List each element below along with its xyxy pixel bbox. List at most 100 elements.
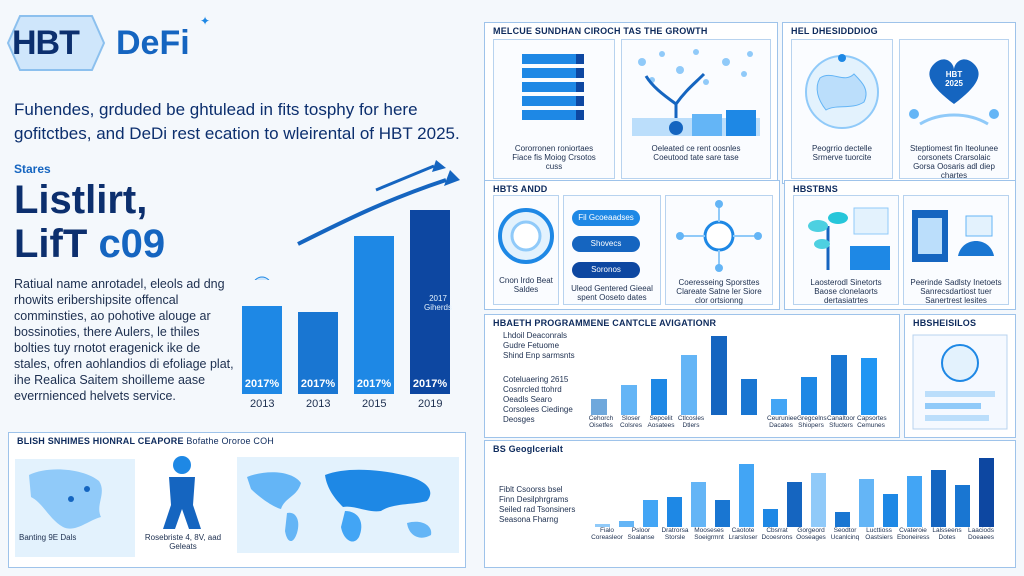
bar-caption: Psloor Soalanse <box>627 527 655 541</box>
panel-growth: MELCUE SUNDHAN CIROCH TAS THE GROWTH Cor… <box>484 22 778 184</box>
bar <box>691 482 706 527</box>
server-stack-icon <box>522 54 584 120</box>
gauge-icon <box>498 208 554 264</box>
program-bars <box>591 333 891 415</box>
caption: Banting 9E Dals <box>19 533 77 542</box>
bar-caption: Fialo Coreasleor <box>591 527 623 541</box>
bar-caption: Dratrorsa Storsle <box>661 527 689 541</box>
panel-regional-map: BLISH SNHIMES HIONRAL CEAPORE Bofathe Or… <box>8 432 466 568</box>
growth-arrow-icon <box>254 160 460 280</box>
geographic-bars <box>595 455 1005 527</box>
panel-growth-title: MELCUE SUNDHAN CIROCH TAS THE GROWTH <box>493 26 708 36</box>
bar <box>763 509 778 527</box>
panel-hbt-and-title: HBTS ANDD <box>493 184 548 194</box>
caption: Cnon Irdo Beat Saldes <box>499 276 553 294</box>
growth-bar: 2017% <box>242 306 282 394</box>
main-years: 2013 2013 2015 2019 <box>242 398 468 412</box>
bar-value-label: 2017% <box>300 378 336 390</box>
server-stack-tile: Cororronen roniortaes Fiace fis Moiog Cr… <box>493 39 615 179</box>
caption: Oeleated ce rent oosnles Coeutood tate s… <box>651 144 741 162</box>
big-title-2a: LifT <box>14 222 88 266</box>
legend-2: Coteluaering 2615 Cosnrcled ttohrd Oeadl… <box>503 375 573 424</box>
network-node-tile: Coeresseing Sporsttes Clareate Satne ler… <box>665 195 773 305</box>
bar <box>619 521 634 527</box>
caption: Rosebriste 4, 8V, aad Geleats <box>144 533 222 551</box>
year-label: 2013 <box>250 398 275 410</box>
bar <box>741 379 757 415</box>
legend-2: Finn Desilphrgrams <box>499 495 569 504</box>
globe-icon <box>805 54 879 129</box>
bar-value-label: 2017% <box>356 378 392 390</box>
geographic-bar-captions: Fialo Coreasleor Psloor Soalanse Dratrorsa… <box>589 527 1009 563</box>
hbt-logo-hexagon <box>6 15 106 71</box>
plant-icon <box>808 207 890 270</box>
caption: Coeresseing Sporsttes Clareate Satne ler… <box>676 278 762 305</box>
heart-tile: HBT 2025 Steptiomest fin Iteolunee corso… <box>899 39 1009 180</box>
bar <box>771 399 787 415</box>
bar <box>931 470 946 527</box>
bar <box>621 385 637 415</box>
intro-paragraph: Ratiual name anrotadel, eleols ad dng rh… <box>14 277 234 403</box>
bar <box>907 476 922 527</box>
year-label: 2019 <box>418 398 443 410</box>
big-title-line-2: LifT c09 <box>14 222 165 266</box>
spark-icon: ✦ <box>200 14 211 28</box>
network-node-icon <box>676 200 762 272</box>
profile-card-icon <box>912 334 1008 430</box>
bar <box>643 500 658 527</box>
heart-icon <box>909 59 999 126</box>
bar <box>811 473 826 527</box>
bar <box>955 485 970 527</box>
bar <box>681 355 697 415</box>
plant-tile: Laosterodl Sinetorts Baose clonelaorts d… <box>793 195 899 305</box>
caption: Peerinde Sadlsty Inetoets Sanrecsdartios… <box>910 278 1002 305</box>
panel-geographic-chart: BS Geoglcerialt Fiblt Csoorss bsel Finn … <box>484 440 1016 568</box>
bar-caption: Sepcelit Aosatees <box>647 415 675 429</box>
brand-suffix: DeFi <box>116 24 190 62</box>
growth-bar-chart: 2017% 2017% 2017% 2017% 2017 Giherds <box>236 160 472 398</box>
pill-button-2[interactable]: Shovecs <box>572 236 640 252</box>
bar <box>859 479 874 527</box>
big-title-line-1: Listlirt, <box>14 178 148 222</box>
bar-caption: Capsortes Cemunes <box>857 415 887 429</box>
panel-hbstbns-title: HBSTBNS <box>793 184 838 194</box>
bar-caption: Ceuruniee Dacates <box>767 415 797 429</box>
bar-caption: Lucttioss Oastsiers <box>865 527 893 541</box>
bar-caption: Laaciods Doeaees <box>967 527 995 541</box>
caption: Cororronen roniortaes Fiace fis Moiog Cr… <box>512 144 596 171</box>
panel-program-chart: HBAETH PROGRAMMENE CANTCLE AVIGATIONR Lh… <box>484 314 900 438</box>
bar <box>835 512 850 527</box>
bar-caption: Gorgeord Ooseages <box>796 527 826 541</box>
growth-bar: 2017% <box>410 210 450 394</box>
bar-caption: Cehorch Oisetfes <box>588 415 614 429</box>
big-title: Listlirt, LifT c09 <box>14 178 165 266</box>
bar-caption: Cbsrrat Dcoesrons <box>761 527 793 541</box>
legend-3: Seiled rad Tsonsiners <box>499 505 576 514</box>
pill-button-3[interactable]: Soronos <box>572 262 640 278</box>
bar-caption: Sloser Colsres <box>619 415 643 429</box>
heart-label: HBT 2025 <box>945 70 963 88</box>
bar <box>711 336 727 415</box>
network-tree-icon <box>632 49 760 136</box>
main-bars: 2017% 2017% 2017% 2017% <box>242 204 468 394</box>
world-map <box>237 457 459 553</box>
kicker: Stares <box>14 162 51 176</box>
bar <box>739 464 754 527</box>
bar <box>715 500 730 527</box>
bar-annotation: 2017 Giherds <box>423 294 452 312</box>
bar <box>883 494 898 527</box>
panel-program-chart-title: HBAETH PROGRAMMENE CANTCLE AVIGATIONR <box>493 318 717 328</box>
panel-hbsheisilos: HBSHEISILOS <box>904 314 1016 438</box>
map-title: BLISH SNHIMES HIONRAL CEAPORE <box>17 436 184 446</box>
panel-geographic-chart-title: BS Geoglcerialt <box>493 444 564 454</box>
bar <box>591 399 607 415</box>
legend-1: Fiblt Csoorss bsel <box>499 485 563 494</box>
bar-caption: Seodtor Ucanlcinq <box>830 527 860 541</box>
bar <box>861 358 877 415</box>
bar-caption: Canaltoor Sfucters <box>827 415 856 429</box>
panel-diversification-title: HEL DHESIDDDIOG <box>791 26 878 36</box>
year-label: 2013 <box>306 398 331 410</box>
pill-button-1[interactable]: Fil Gcoeaadses <box>572 210 640 226</box>
program-bar-captions: Cehorch Oisetfes Sloser Colsres Sepcelit A… <box>585 415 893 435</box>
bar-caption: Cvateroie Eboneiress <box>897 527 930 541</box>
